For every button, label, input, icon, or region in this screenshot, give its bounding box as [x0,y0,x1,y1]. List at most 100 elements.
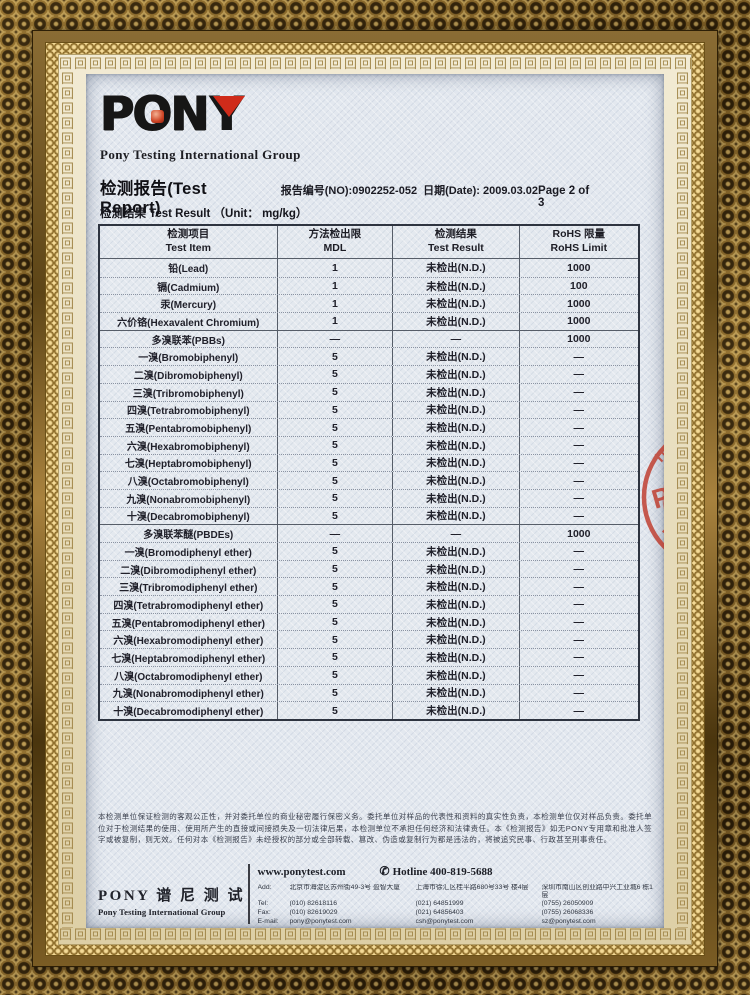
cell-mdl: 5 [278,507,394,525]
office-address: 深圳市南山区创业路中兴工业城6 栋1层 [541,884,653,899]
cell-item: 十溴(Decabromobiphenyl) [100,507,278,525]
cell-mdl: — [278,330,394,348]
cell-result: 未检出(N.D.) [393,507,520,525]
table-body: 铅(Lead) 1 未检出(N.D.) 1000 镉(Cadmium) 1 未检出(N.D.… [100,259,638,719]
cell-limit: 1000 [567,315,591,328]
table-row: 九溴(Nonabromodiphenyl ether) 5 未检出(N.D.) — [100,683,638,702]
cell-result: 未检出(N.D.) [393,578,520,596]
office-address: 上海市徐汇区桂平路680号33号 楼4层 [415,884,529,891]
cell-item: 镉(Cadmium) [100,277,278,295]
cell-item: 三溴(Tribromodiphenyl ether) [100,578,278,596]
col-test-item-en: Test Item [165,242,211,254]
phone-icon: ✆ [379,864,390,878]
pony-logo-red-dot-icon [151,110,164,123]
table-row: 七溴(Heptabromodiphenyl ether) 5 未检出(N.D.) — [100,648,638,666]
cell-limit: — [573,545,585,558]
report-title-row: 检测报告(Test Report) 报告编号(NO):0902252-052 日… [100,175,654,218]
cell-limit: — [573,386,585,399]
cell-result: 未检出(N.D.) [393,684,520,702]
table-row: 六溴(Hexabromobiphenyl) 5 未检出(N.D.) — [100,435,638,454]
table-row: 铅(Lead) 1 未检出(N.D.) 1000 [100,259,638,277]
footer-divider [248,864,250,924]
cell-mdl: 5 [278,472,394,489]
col-rohs-limit-en: RoHS Limit [550,242,608,254]
table-row: 三溴(Tribromobiphenyl) 5 未检出(N.D.) — [100,382,638,401]
col-mdl-en: MDL [323,242,347,254]
cell-item: 九溴(Nonabromobiphenyl) [100,489,278,507]
col-rohs-limit-zh: RoHS 限量 [552,228,606,241]
cell-mdl: 1 [278,313,394,330]
col-mdl-zh: 方法检出限 [308,228,362,241]
label-add: Add: [257,884,272,891]
office-fax: (010) 82619029 [289,909,338,916]
cell-limit: — [573,509,585,522]
office-column-2: 上海市徐汇区桂平路680号33号 楼4层 (021) 64851999 (021) … [416,884,538,928]
cell-result: 未检出(N.D.) [393,419,520,436]
cell-limit: — [573,563,585,576]
cell-item: 四溴(Tetrabromobiphenyl) [100,401,278,419]
office-fax: (021) 64856403 [415,909,464,916]
cell-result: 未检出(N.D.) [393,295,520,313]
pony-logo-red-triangle-icon [212,96,245,117]
cell-limit: — [573,616,585,629]
cell-limit: — [573,439,585,452]
cell-mdl: 5 [278,419,394,436]
table-row: 四溴(Tetrabromobiphenyl) 5 未检出(N.D.) — [100,400,638,419]
cell-mdl: 1 [278,295,394,313]
cell-limit: — [573,421,585,434]
greek-key-pattern-bottom: 回回回回回回回回回回回回回回回回回回回回回回回回回回回回回回回回回回回回回回回回… [59,927,691,942]
cell-item: 多溴联苯(PBBs) [100,330,278,348]
cell-result: 未检出(N.D.) [393,366,520,383]
footer: PONY 谱 尼 测 试 Pony Testing International … [98,862,656,928]
cell-limit: — [573,686,585,699]
table-row: 五溴(Pentabromodiphenyl ether) 5 未检出(N.D.) — [100,612,638,631]
col-test-item-zh: 检测项目 [167,228,210,241]
table-row: 四溴(Tetrabromodiphenyl ether) 5 未检出(N.D.) — [100,595,638,613]
cell-result: 未检出(N.D.) [393,489,520,507]
table-row: 八溴(Octabromodiphenyl ether) 5 未检出(N.D.) — [100,665,638,684]
office-contacts: Add: Tel: Fax: E-mail: 北京市海淀区苏州街49-3号 盈智… [258,884,657,928]
cell-limit: — [573,704,585,717]
column-header-rohs-limit: RoHS 限量 RoHS Limit [520,226,638,258]
table-row: 二溴(Dibromobiphenyl) 5 未检出(N.D.) — [100,365,638,383]
office-tel: (021) 64851999 [415,900,464,907]
cell-mdl: 5 [278,666,394,684]
table-row: 三溴(Tribromodiphenyl ether) 5 未检出(N.D.) — [100,577,638,596]
greek-key-pattern-right: 回回回回回回回回回回回回回回回回回回回回回回回回回回回回回回回回回回回回回回回回… [675,71,689,928]
cell-mdl: 5 [278,489,394,507]
table-row: 汞(Mercury) 1 未检出(N.D.) 1000 [100,294,638,313]
table-row: 二溴(Dibromodiphenyl ether) 5 未检出(N.D.) — [100,559,638,578]
hotline-number: Hotline 400-819-5688 [392,865,493,878]
cell-result: 未检出(N.D.) [393,613,520,631]
cell-item: 二溴(Dibromodiphenyl ether) [100,560,278,578]
cell-result: 未检出(N.D.) [393,277,520,295]
table-row: 十溴(Decabromobiphenyl) 5 未检出(N.D.) — [100,506,638,525]
cell-mdl: 5 [278,366,394,383]
cell-result: — [393,330,520,348]
office-email: sz@ponytest.com [541,918,596,925]
table-row: 镉(Cadmium) 1 未检出(N.D.) 100 [100,276,638,295]
cell-mdl: 5 [278,649,394,666]
cell-result: 未检出(N.D.) [393,313,520,330]
cell-result: 未检出(N.D.) [393,401,520,419]
cell-result: 未检出(N.D.) [393,543,520,560]
report-number: 报告编号(NO):0902252-052 [280,185,418,197]
office-column-1: 北京市海淀区苏州街49-3号 盈智大厦 (010) 82618116 (010) 8… [290,884,412,928]
cell-item: 一溴(Bromodiphenyl ether) [100,543,278,560]
cell-item: 八溴(Octabromobiphenyl) [100,472,278,489]
table-row: 六溴(Hexabromodiphenyl ether) 5 未检出(N.D.) — [100,630,638,649]
cell-item: 七溴(Heptabromodiphenyl ether) [100,649,278,666]
column-header-mdl: 方法检出限 MDL [278,226,394,258]
pony-logo-y: Y [210,91,252,138]
cell-item: 汞(Mercury) [100,295,278,313]
logo-subtitle: Pony Testing International Group [100,147,301,162]
footer-contact-block: www.ponytest.com ✆ Hotline 400-819-5688 … [258,862,657,928]
cell-limit: — [573,403,585,416]
cell-mdl: 5 [278,560,394,578]
cell-result: 未检出(N.D.) [393,383,520,401]
cell-limit: 1000 [567,297,591,310]
cell-result: 未检出(N.D.) [393,631,520,649]
cell-item: 五溴(Pentabromodiphenyl ether) [100,613,278,631]
table-row: 九溴(Nonabromobiphenyl) 5 未检出(N.D.) — [100,488,638,507]
